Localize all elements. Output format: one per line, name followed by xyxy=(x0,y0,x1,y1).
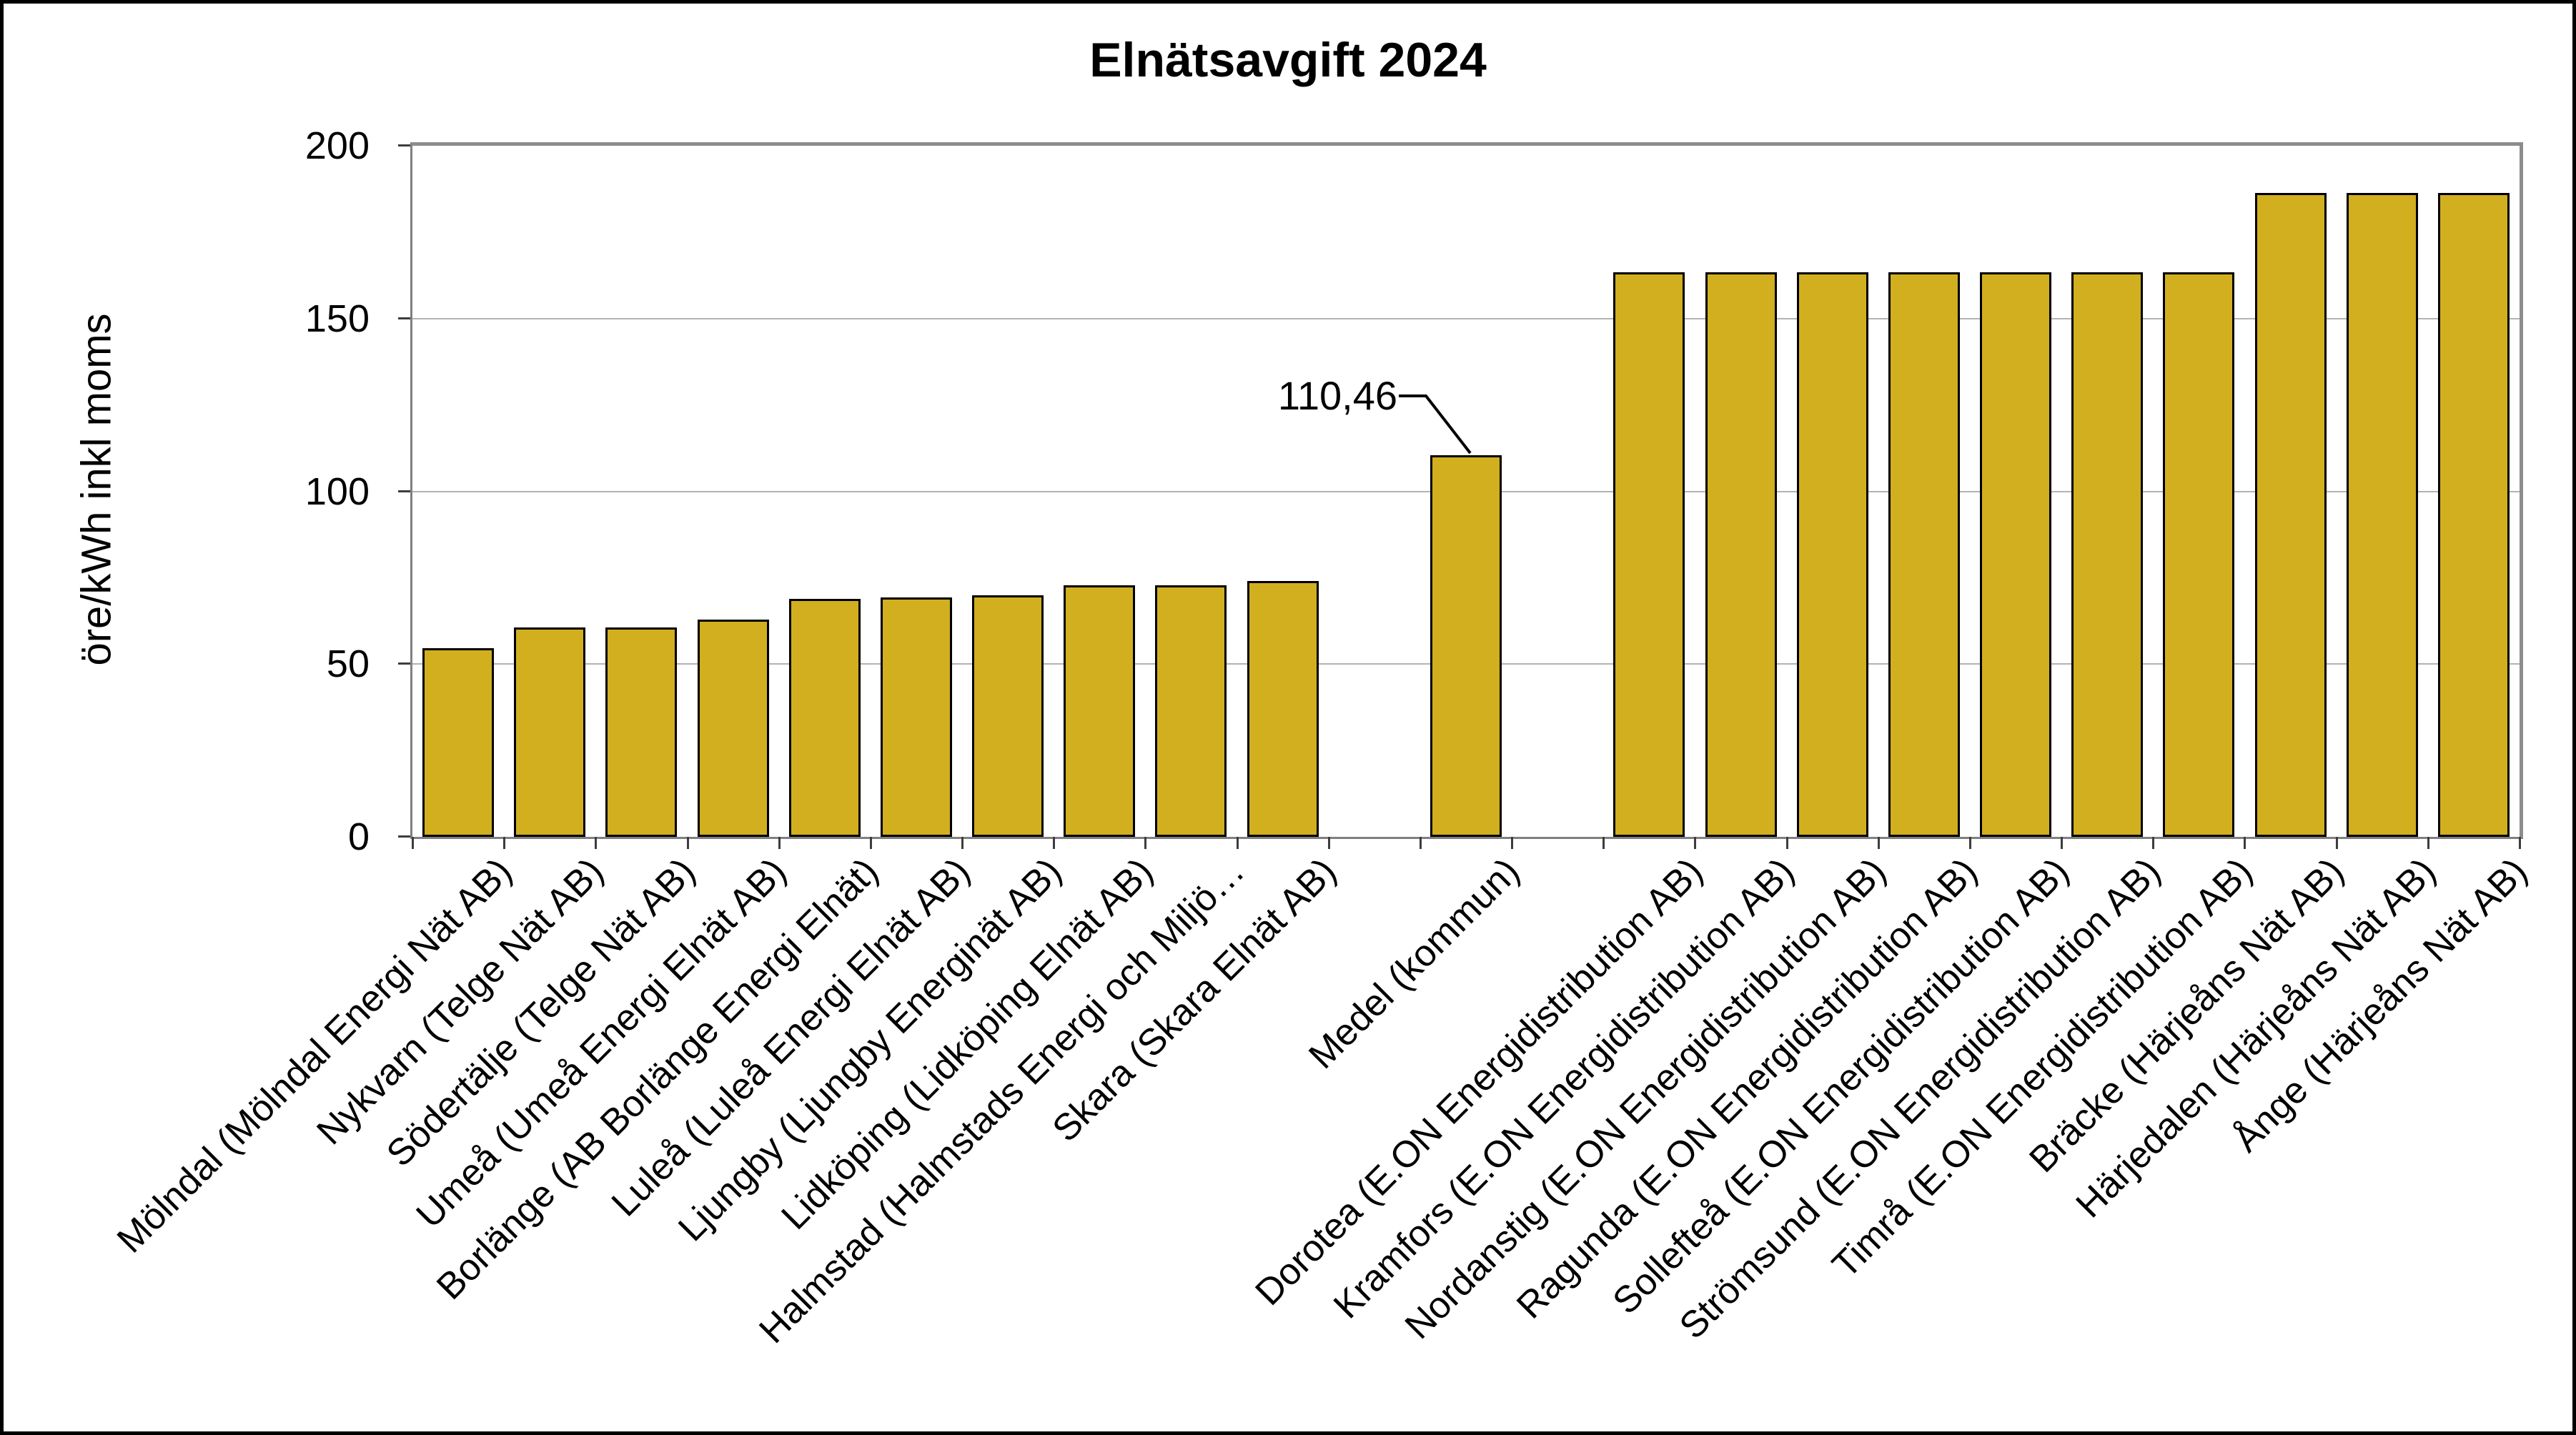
y-tick-label-0: 0 xyxy=(347,815,370,858)
bar-20 xyxy=(2346,193,2418,837)
x-tick-17 xyxy=(1968,837,1971,849)
y-tick-200 xyxy=(398,144,410,147)
x-tick-13 xyxy=(1602,837,1605,849)
x-tick-7 xyxy=(1053,837,1056,849)
bar-15 xyxy=(1888,272,1960,837)
bar-2 xyxy=(514,627,586,837)
x-tick-23 xyxy=(2519,837,2521,849)
x-tick-6 xyxy=(961,837,964,849)
bar-12 xyxy=(1613,272,1685,837)
x-tick-20 xyxy=(2244,837,2246,849)
bar-16 xyxy=(1980,272,2052,837)
chart-title: Elnätsavgift 2024 xyxy=(1089,33,1487,87)
y-tick-label-100: 100 xyxy=(304,470,370,513)
x-tick-19 xyxy=(2152,837,2155,849)
x-tick-3 xyxy=(686,837,689,849)
y-tick-0 xyxy=(398,835,410,838)
bar-17 xyxy=(2071,272,2144,837)
plot-area xyxy=(410,142,2523,849)
bar-8 xyxy=(1064,585,1136,837)
x-tick-1 xyxy=(503,837,506,849)
bar-19 xyxy=(2254,193,2327,837)
x-tick-11 xyxy=(1419,837,1422,849)
bar-9 xyxy=(1155,585,1227,837)
y-tick-50 xyxy=(398,662,410,665)
y-tick-100 xyxy=(398,490,410,492)
x-tick-8 xyxy=(1144,837,1147,849)
x-tick-10 xyxy=(1327,837,1330,849)
x-tick-21 xyxy=(2335,837,2338,849)
data-label-annotation: 110,46 xyxy=(1277,373,1397,418)
bar-13 xyxy=(1705,272,1777,837)
x-tick-14 xyxy=(1694,837,1697,849)
x-tick-2 xyxy=(595,837,598,849)
y-axis-title: öre/kWh inkl moms xyxy=(73,313,120,666)
x-tick-18 xyxy=(2061,837,2064,849)
x-tick-9 xyxy=(1236,837,1239,849)
bar-3 xyxy=(605,627,678,837)
x-tick-5 xyxy=(869,837,872,849)
x-tick-16 xyxy=(1877,837,1880,849)
gridline-150 xyxy=(412,317,2520,319)
bar-11 xyxy=(1430,455,1502,837)
y-tick-label-50: 50 xyxy=(326,642,370,686)
y-tick-label-200: 200 xyxy=(304,124,370,167)
bar-14 xyxy=(1796,272,1868,837)
y-tick-150 xyxy=(398,317,410,319)
x-tick-15 xyxy=(1785,837,1788,849)
bar-21 xyxy=(2437,193,2510,837)
bar-10 xyxy=(1247,581,1319,837)
bar-7 xyxy=(972,595,1044,837)
bar-1 xyxy=(422,648,495,837)
bar-4 xyxy=(697,620,769,837)
x-tick-22 xyxy=(2427,837,2429,849)
bar-5 xyxy=(788,599,861,837)
bar-18 xyxy=(2163,272,2235,837)
x-tick-12 xyxy=(1511,837,1514,849)
x-tick-4 xyxy=(778,837,781,849)
bar-6 xyxy=(880,597,952,837)
y-tick-label-150: 150 xyxy=(304,297,370,340)
x-tick-0 xyxy=(412,837,414,849)
